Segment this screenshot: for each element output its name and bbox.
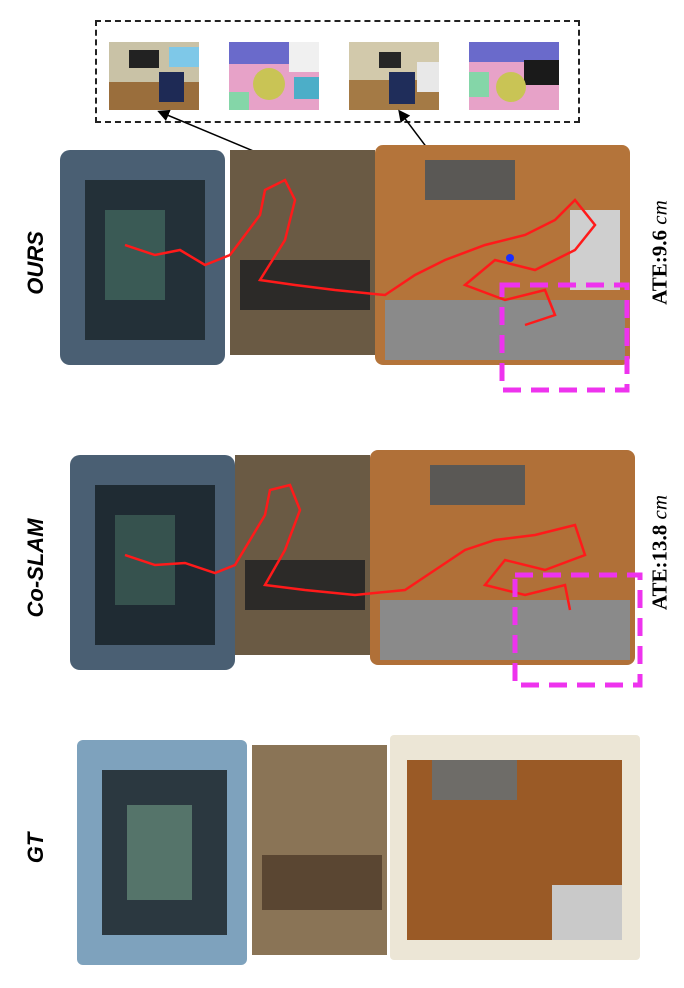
ate-coslam: ATE:13.8 cm xyxy=(648,463,673,643)
row-label-gt: GT xyxy=(23,832,48,864)
reconstruction-gt xyxy=(77,735,640,965)
semantic-thumbnail-1 xyxy=(229,42,319,110)
reconstruction-ours xyxy=(60,145,630,393)
ate-unit-coslam: cm xyxy=(647,494,672,520)
ate-value-coslam: ATE:13.8 xyxy=(647,519,672,611)
row-label-ours: OURS xyxy=(23,231,48,295)
ate-ours: ATE:9.6 cm xyxy=(648,163,673,343)
inset-frame-box xyxy=(95,20,580,123)
semantic-thumbnail-2 xyxy=(469,42,559,110)
rgb-thumbnail-1 xyxy=(109,42,199,110)
ate-value-ours: ATE:9.6 xyxy=(647,224,672,305)
ate-unit-ours: cm xyxy=(647,200,672,225)
rgb-thumbnail-2 xyxy=(349,42,439,110)
row-label-coslam: Co-SLAM xyxy=(23,518,48,618)
reconstruction-coslam xyxy=(70,450,643,688)
